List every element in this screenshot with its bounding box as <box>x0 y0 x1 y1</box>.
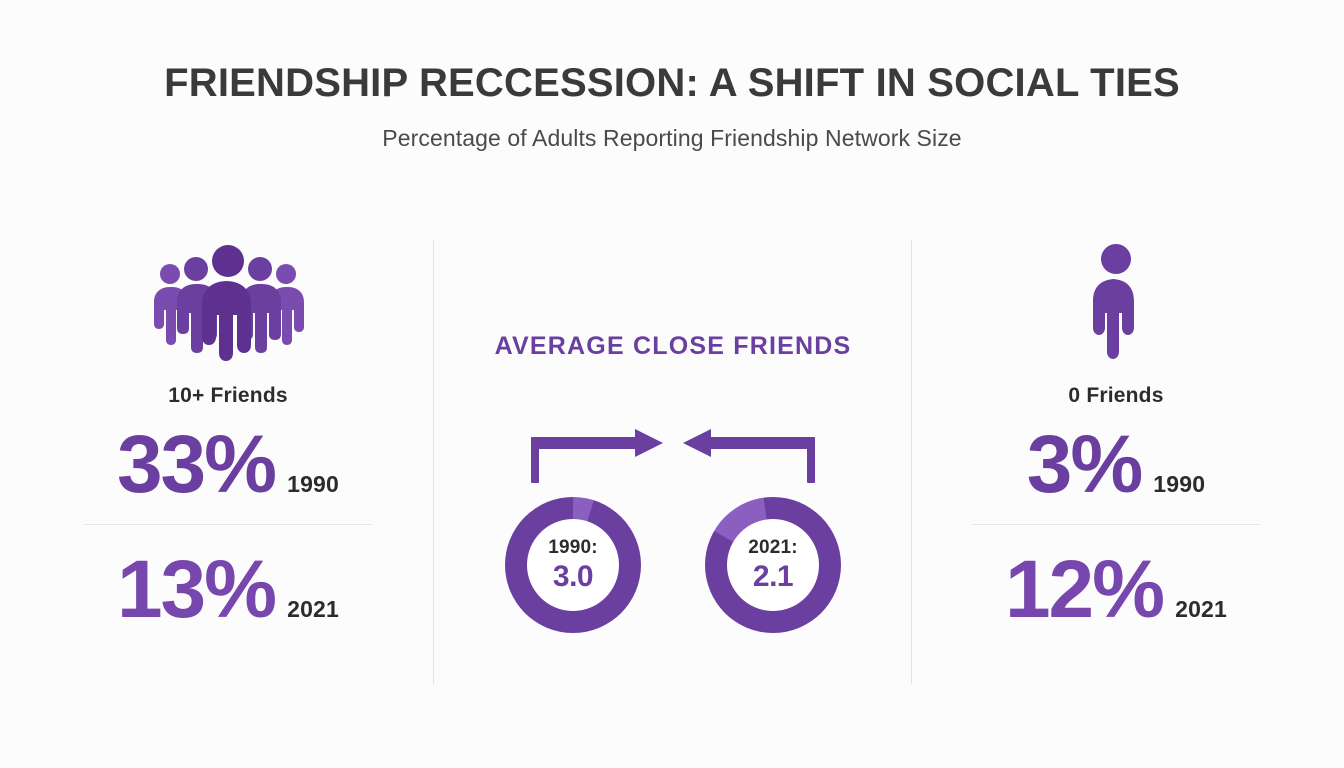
donut-1990-value: 3.0 <box>552 559 594 593</box>
panel-ten-plus-friends: 10+ Friends 33% 1990 13% 2021 <box>28 232 428 692</box>
donut-2021-hole: 2021: 2.1 <box>727 519 819 611</box>
stat-value-2021-left: 13% <box>116 544 277 635</box>
donut-group: 1990: 3.0 2021: 2.1 <box>440 497 906 633</box>
stat-value-1990-left: 33% <box>116 419 277 510</box>
group-of-people-icon <box>28 232 428 362</box>
divider-horizontal-right <box>972 524 1260 525</box>
header: FRIENDSHIP RECCESSION: A SHIFT IN SOCIAL… <box>0 0 1344 152</box>
stat-year-2021-left: 2021 <box>287 596 340 622</box>
category-label-left: 10+ Friends <box>168 384 288 407</box>
donut-1990-hole: 1990: 3.0 <box>527 519 619 611</box>
panel-zero-friends: 0 Friends 3% 1990 12% 2021 <box>916 232 1316 692</box>
donut-1990-year: 1990: <box>548 536 598 558</box>
stat-value-1990-right: 3% <box>1026 419 1144 510</box>
stat-row-1990-left: 33% 1990 <box>28 424 428 506</box>
stat-row-2021-left: 13% 2021 <box>28 549 428 631</box>
stat-year-2021-right: 2021 <box>1175 596 1228 622</box>
donut-1990: 1990: 3.0 <box>505 497 641 633</box>
divider-vertical-left <box>433 240 434 684</box>
page-subtitle: Percentage of Adults Reporting Friendshi… <box>382 125 962 152</box>
divider-vertical-right <box>911 240 912 684</box>
page-title: FRIENDSHIP RECCESSION: A SHIFT IN SOCIAL… <box>164 61 1180 105</box>
category-label-right: 0 Friends <box>1068 384 1164 407</box>
stat-year-1990-left: 1990 <box>287 471 340 497</box>
panel-average-close-friends: AVERAGE CLOSE FRIENDS 1990: <box>440 232 906 692</box>
donut-2021-year: 2021: <box>748 536 798 558</box>
converging-arrows-icon <box>523 423 823 489</box>
single-person-icon <box>916 232 1316 362</box>
stat-row-2021-right: 12% 2021 <box>916 549 1316 631</box>
donut-2021-value: 2.1 <box>752 559 794 593</box>
stat-row-1990-right: 3% 1990 <box>916 424 1316 506</box>
stat-year-1990-right: 1990 <box>1153 471 1206 497</box>
infographic-body: 10+ Friends 33% 1990 13% 2021 AVERAGE CL… <box>0 232 1344 692</box>
divider-horizontal-left <box>84 524 372 525</box>
donut-2021: 2021: 2.1 <box>705 497 841 633</box>
stat-value-2021-right: 12% <box>1004 544 1165 635</box>
center-heading: AVERAGE CLOSE FRIENDS <box>494 332 852 360</box>
